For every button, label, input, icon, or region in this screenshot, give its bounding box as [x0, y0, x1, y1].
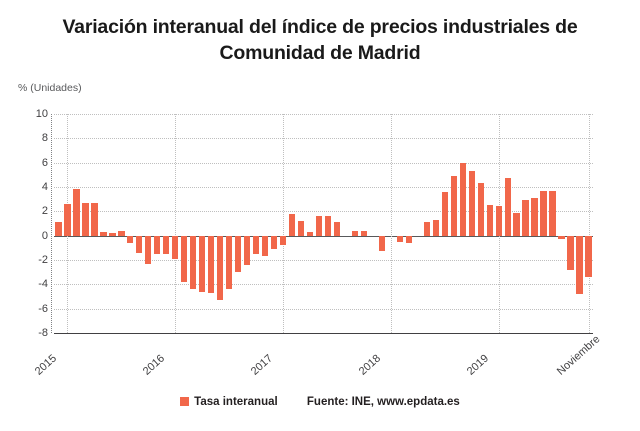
bar [567, 235, 574, 270]
bar [243, 235, 251, 265]
bar [351, 230, 359, 236]
bar [531, 197, 538, 236]
bar [82, 202, 89, 236]
bar [136, 235, 143, 253]
bar [217, 235, 224, 301]
chart-source-label: Fuente: INE, www.epdata.es [306, 396, 460, 408]
y-tick-10: 10 [35, 108, 48, 120]
bar [261, 235, 269, 257]
bar [477, 183, 484, 236]
bar [297, 221, 305, 236]
y-tick--2: -2 [38, 254, 48, 266]
legend-color-swatch [180, 397, 190, 406]
gridline--2 [54, 260, 593, 261]
chart-legend: Tasa interanual Fuente: INE, www.epdata.… [0, 396, 640, 408]
bar [118, 230, 125, 236]
vertical-gridline-2016 [175, 114, 177, 333]
vertical-gridline-2017 [283, 114, 285, 333]
bar [360, 230, 368, 236]
bar [486, 205, 493, 236]
bar [540, 190, 547, 236]
bar [405, 235, 412, 243]
bar [432, 219, 439, 236]
bar [190, 235, 197, 290]
bar [145, 235, 152, 264]
y-tick-4: 4 [41, 181, 48, 193]
bar [288, 213, 296, 236]
x-axis-line [54, 333, 593, 334]
bar [522, 200, 529, 236]
x-tick-Noviembre: Noviembre [554, 333, 602, 378]
bar [109, 233, 116, 236]
bar [64, 204, 71, 236]
bar [279, 235, 287, 246]
y-tick-2: 2 [41, 205, 48, 218]
x-tick-2018: 2018 [356, 352, 383, 378]
bar [468, 171, 475, 236]
x-tick-2015: 2015 [33, 352, 60, 378]
y-tick-6: 6 [41, 156, 48, 169]
bar [324, 216, 332, 236]
vertical-gridline-Noviembre [588, 114, 590, 333]
bar [558, 235, 565, 240]
bar [315, 216, 323, 236]
y-tick--6: -6 [38, 302, 48, 315]
bar [100, 232, 107, 236]
bar [252, 235, 260, 254]
gridline--6 [54, 308, 593, 310]
gridline-4 [54, 187, 593, 188]
gridline-8 [54, 138, 593, 140]
bar [91, 202, 98, 236]
bar [576, 235, 583, 295]
gridline-2 [54, 211, 593, 213]
bar [235, 235, 242, 273]
bar [208, 235, 215, 293]
y-tick-0: 0 [41, 229, 48, 242]
bar [154, 235, 161, 254]
y-axis-tick-labels: 10 8 6 4 2 0 -2 -4 -6 -8 [0, 108, 48, 339]
gridline--4 [54, 284, 593, 286]
x-tick-2017: 2017 [248, 352, 276, 378]
gridline-0 [54, 235, 593, 237]
bar [396, 235, 403, 242]
bar [549, 190, 556, 236]
bar [333, 222, 341, 236]
bar [513, 212, 520, 236]
y-axis-line [51, 114, 52, 333]
y-tick--4: -4 [38, 278, 48, 291]
plot-area [54, 114, 593, 334]
x-tick-2016: 2016 [141, 352, 168, 378]
bar [199, 235, 206, 292]
chart-title: Variación interanual del índice de preci… [62, 16, 578, 64]
bar [226, 235, 233, 290]
bar [163, 235, 170, 254]
bar [378, 235, 386, 252]
bar [270, 235, 278, 250]
bar [495, 206, 502, 236]
bar [450, 176, 457, 236]
bar [423, 222, 430, 236]
bar [504, 178, 511, 236]
gridline-10 [54, 114, 593, 115]
y-tick-8: 8 [41, 132, 48, 145]
bar [181, 235, 188, 282]
legend-series-label: Tasa interanual [194, 396, 278, 408]
bar [73, 189, 80, 236]
x-tick-2019: 2019 [464, 352, 491, 378]
legend-series-entry: Tasa interanual [180, 396, 278, 408]
bar [172, 235, 179, 259]
bar [55, 222, 62, 236]
bar [127, 235, 134, 243]
bar [306, 232, 314, 236]
bar [441, 191, 448, 236]
bar [459, 162, 466, 236]
y-tick--8: -8 [38, 327, 48, 339]
gridline-6 [54, 162, 593, 164]
y-axis-unit-label: % (Unidades) [18, 82, 82, 94]
bar [585, 235, 592, 278]
vertical-gridline-2018 [390, 114, 392, 333]
